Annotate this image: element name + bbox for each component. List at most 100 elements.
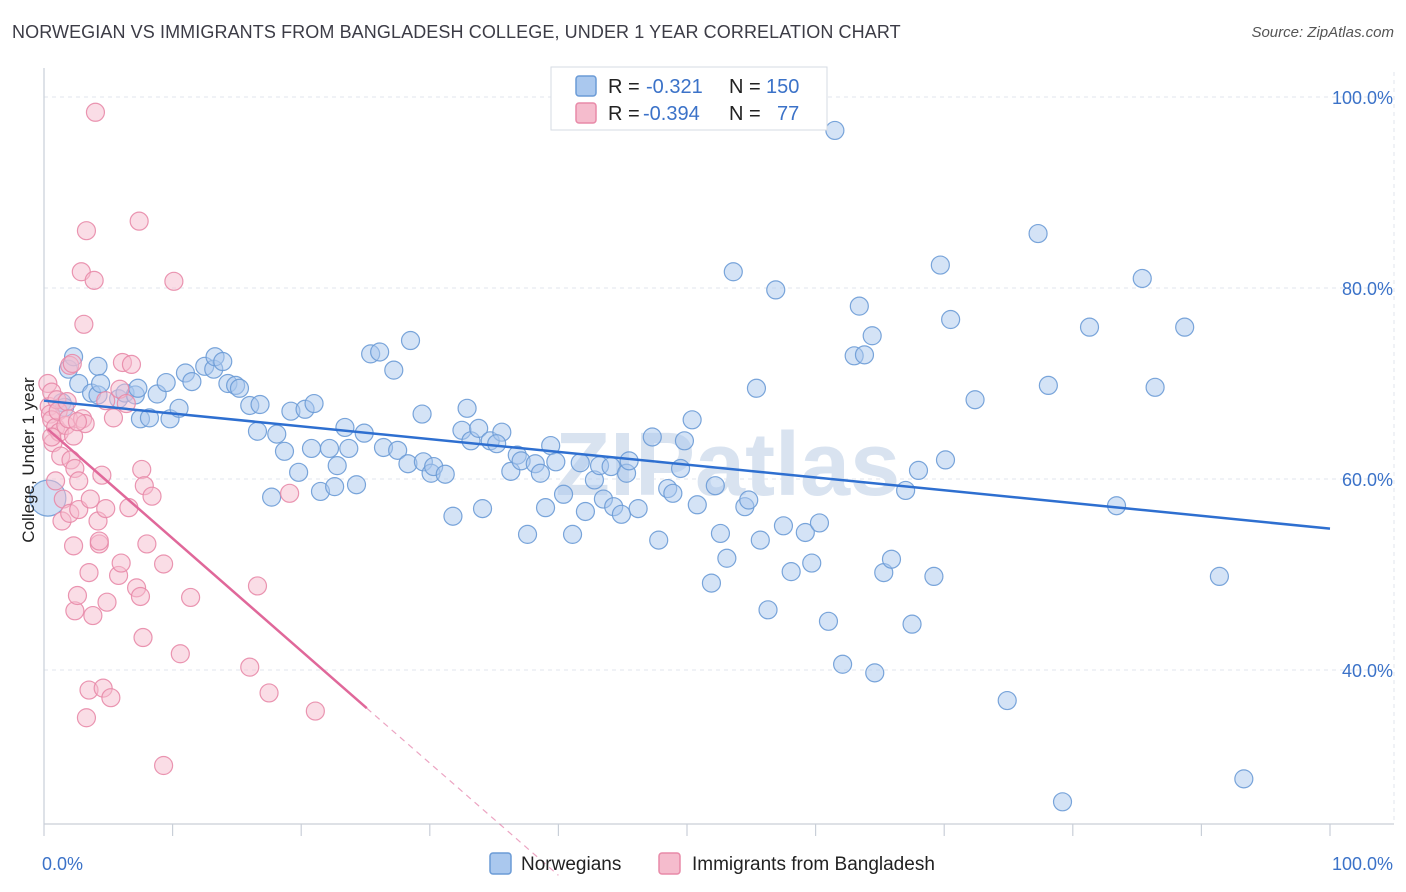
bangladesh-point xyxy=(164,271,184,291)
series-legend-swatch-bangladesh xyxy=(658,852,681,875)
norwegian-point xyxy=(1052,792,1073,812)
bangladesh-point xyxy=(280,483,300,503)
norwegian-point xyxy=(674,431,695,451)
norwegian-point xyxy=(710,523,731,544)
bangladesh-point xyxy=(85,102,106,122)
x-tick-labels: 0.0% 100.0% xyxy=(42,854,1393,874)
norwegian-point xyxy=(517,524,538,544)
legend-swatch-norwegians xyxy=(575,75,597,97)
bangladesh-point xyxy=(67,412,88,432)
norwegian-point xyxy=(535,498,556,518)
norwegian-point xyxy=(833,654,853,674)
norwegian-point xyxy=(997,690,1017,711)
norwegian-point xyxy=(435,464,455,484)
chart-source: Source: ZipAtlas.com xyxy=(1251,24,1394,41)
norwegian-point xyxy=(854,345,875,365)
norwegian-point xyxy=(705,476,725,496)
y-axis-label: College, Under 1 year xyxy=(19,377,38,543)
norwegian-point xyxy=(289,462,309,482)
norwegian-point xyxy=(1145,377,1165,397)
norwegian-point xyxy=(304,393,324,414)
bangladesh-point xyxy=(76,221,97,241)
norwegian-point xyxy=(182,371,202,392)
norwegian-point xyxy=(346,475,367,495)
x-tick-label: 100.0% xyxy=(1332,854,1393,874)
legend-r-value: -0.394 xyxy=(643,103,700,125)
y-tick-label: 60.0% xyxy=(1342,470,1393,490)
norwegian-point xyxy=(213,351,233,372)
bangladesh-point xyxy=(45,471,66,491)
y-tick-label: 40.0% xyxy=(1342,661,1393,681)
legend-n-label: N = xyxy=(729,76,761,98)
bangladesh-trend-extension xyxy=(366,707,559,876)
norwegian-point xyxy=(412,404,432,424)
series-legend-swatch-norwegians xyxy=(489,852,512,875)
norwegian-point xyxy=(701,573,722,593)
bangladesh-point xyxy=(42,427,62,447)
norwegian-point xyxy=(773,516,794,536)
norwegian-point xyxy=(758,600,778,620)
norwegian-point xyxy=(575,501,596,522)
bangladesh-point xyxy=(153,755,174,776)
norwegian-point xyxy=(746,378,767,398)
norwegian-point xyxy=(250,394,270,415)
norwegian-point xyxy=(1175,317,1195,337)
bangladesh-point xyxy=(62,353,82,374)
norwegian-point xyxy=(156,372,176,393)
bangladesh-point xyxy=(305,701,325,721)
stats-legend: R = -0.321 N = 150 R = -0.394 N = 77 xyxy=(550,66,828,131)
chart-title: NORWEGIAN VS IMMIGRANTS FROM BANGLADESH … xyxy=(12,22,901,42)
bangladesh-point xyxy=(79,562,99,583)
bangladesh-point xyxy=(153,554,174,574)
bangladesh-point xyxy=(83,605,103,626)
norwegian-point xyxy=(750,530,770,550)
norwegian-point xyxy=(69,373,89,394)
norwegian-point xyxy=(930,255,950,275)
norwegian-point xyxy=(611,504,632,524)
bangladesh-point xyxy=(80,489,100,509)
norwegian-point xyxy=(384,360,404,380)
norwegian-point xyxy=(88,356,108,376)
norwegian-point xyxy=(619,451,639,471)
bangladesh-point xyxy=(170,644,190,664)
bangladesh-point xyxy=(130,586,151,607)
bangladesh-point xyxy=(247,576,268,596)
norwegian-point xyxy=(687,495,707,515)
norwegian-point xyxy=(570,453,590,473)
bangladesh-point xyxy=(240,657,260,677)
norwegian-point xyxy=(1234,769,1254,789)
norwegian-point xyxy=(139,408,160,428)
norwegian-point xyxy=(327,456,347,476)
trend-lines xyxy=(43,399,1331,876)
norwegian-point xyxy=(865,663,885,683)
norwegian-point xyxy=(924,566,944,587)
norwegian-point xyxy=(319,438,340,459)
legend-r-label: R = xyxy=(608,76,640,98)
norwegian-point xyxy=(908,460,929,481)
bangladesh-point xyxy=(142,486,162,506)
bangladesh-point xyxy=(103,408,124,428)
norwegian-point xyxy=(642,427,662,447)
bangladesh-point xyxy=(96,499,116,519)
data-points xyxy=(29,102,1254,812)
norwegian-point xyxy=(849,296,869,316)
norwegian-point xyxy=(825,120,845,141)
bangladesh-point xyxy=(133,627,153,648)
y-tick-labels: 40.0% 60.0% 80.0% 100.0% xyxy=(1332,88,1393,681)
norwegian-point xyxy=(1209,566,1230,587)
bangladesh-point xyxy=(259,683,279,703)
norwegian-point xyxy=(795,522,815,543)
norwegian-point xyxy=(457,398,477,418)
bangladesh-point xyxy=(121,354,142,374)
norwegian-point xyxy=(562,524,583,544)
norwegian-point xyxy=(1038,375,1058,396)
norwegian-point xyxy=(663,483,683,503)
norwegian-point xyxy=(553,484,574,504)
legend-r-value: -0.321 xyxy=(646,76,703,98)
norwegian-point xyxy=(400,330,421,351)
y-tick-label: 80.0% xyxy=(1342,279,1393,299)
bangladesh-point xyxy=(67,585,88,606)
norwegian-point xyxy=(881,549,902,569)
norwegian-point xyxy=(766,280,786,300)
